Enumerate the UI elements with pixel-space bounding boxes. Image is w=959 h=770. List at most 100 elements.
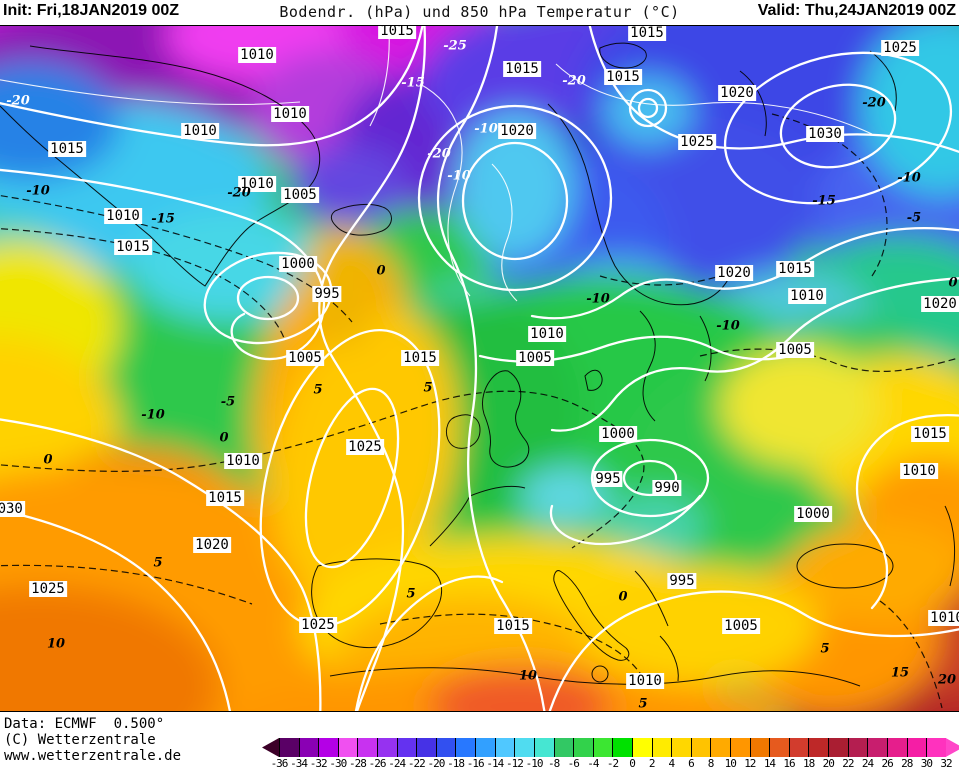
colorbar-segment — [475, 738, 495, 757]
pressure-label: 1010 — [528, 326, 566, 342]
pressure-label: 1005 — [516, 350, 554, 366]
pressure-label: 1015 — [503, 61, 541, 77]
colorbar-tick: 22 — [842, 757, 854, 770]
colorbar-tick: 12 — [744, 757, 756, 770]
pressure-label: 1020 — [718, 85, 756, 101]
pressure-label: 1010 — [928, 610, 959, 626]
colorbar-tick: -32 — [309, 757, 328, 770]
pressure-label: 1015 — [911, 426, 949, 442]
temperature-label: -15 — [151, 211, 175, 227]
colorbar-segment — [690, 738, 711, 757]
map-labels-layer: 1015 1010 1015 1015 1015 1020 1025 1020 1025 1030… — [0, 25, 959, 712]
colorbar-right-arrow — [945, 738, 959, 757]
colorbar-tick: -10 — [525, 757, 544, 770]
temperature-label: 0 — [219, 430, 229, 446]
pressure-label: 1030 — [0, 501, 25, 517]
pressure-label: 1015 — [378, 25, 416, 39]
data-source-label: Data: ECMWF 0.500° — [4, 716, 165, 732]
pressure-label: 1020 — [715, 265, 753, 281]
temperature-label: 20 — [937, 672, 957, 688]
pressure-label: 1000 — [599, 426, 637, 442]
temperature-label: 10 — [46, 636, 66, 652]
pressure-label: 1010 — [181, 123, 219, 139]
colorbar-segment — [533, 738, 554, 757]
coastlines — [0, 42, 956, 687]
isobars — [0, 26, 959, 711]
pressure-label: 995 — [593, 471, 623, 487]
colorbar-tick: 30 — [920, 757, 933, 770]
colorbar-segment — [337, 738, 358, 757]
colorbar-segment — [710, 738, 731, 757]
pressure-label: 1010 — [238, 47, 276, 63]
temperature-label: 5 — [153, 555, 163, 571]
colorbar-segment — [730, 738, 750, 757]
colorbar-tick: 20 — [822, 757, 835, 770]
colorbar-segment — [318, 738, 338, 757]
credits-block: Data: ECMWF 0.500° (C) Wetterzentrale ww… — [4, 716, 181, 764]
temperature-label: -25 — [443, 38, 467, 54]
temperature-label: -10 — [897, 170, 921, 186]
pressure-label: 1020 — [498, 123, 536, 139]
pressure-label: 1015 — [776, 261, 814, 277]
pressure-label: 1000 — [279, 256, 317, 272]
temperature-label: 15 — [890, 665, 910, 681]
pressure-label: 1010 — [626, 673, 664, 689]
colorbar-segment — [573, 738, 593, 757]
colorbar-segment — [867, 738, 887, 757]
valid-time-label: Valid: Thu,24JAN2019 00Z — [757, 2, 956, 19]
colorbar-tick: 14 — [763, 757, 776, 770]
footer-bar: Data: ECMWF 0.500° (C) Wetterzentrale ww… — [0, 712, 959, 770]
temperature-label: 5 — [423, 380, 433, 396]
temperature-label: 0 — [376, 263, 386, 279]
colorbar-segment — [396, 738, 417, 757]
colorbar-segment — [886, 738, 907, 757]
colorbar-segment — [592, 738, 613, 757]
pressure-label: 1010 — [788, 288, 826, 304]
temperature-label: 5 — [638, 696, 648, 712]
colorbar-segments — [262, 738, 959, 757]
colorbar-segment — [298, 738, 319, 757]
colorbar-tick: -24 — [388, 757, 406, 770]
pressure-label: 1015 — [494, 618, 532, 634]
temperature-label: 5 — [820, 641, 830, 657]
pressure-label: 1015 — [604, 69, 642, 85]
pressure-label: 1005 — [776, 342, 814, 358]
colorbar-tick: 2 — [648, 757, 656, 770]
colorbar-segment — [808, 738, 829, 757]
colorbar-tick: 28 — [901, 757, 913, 770]
temperature-label: -20 — [562, 73, 586, 89]
header-bar: Init: Fri,18JAN2019 00Z Bodendr. (hPa) u… — [0, 0, 959, 25]
colorbar-tick: -34 — [290, 757, 308, 770]
pressure-label: 1025 — [881, 40, 919, 56]
colorbar-segment — [612, 738, 632, 757]
colorbar-tick: -12 — [505, 757, 524, 770]
pressure-label: 1010 — [104, 208, 142, 224]
colorbar-segment — [357, 738, 378, 757]
colorbar-segment — [769, 738, 789, 757]
colorbar-tick: -26 — [368, 757, 387, 770]
colorbar-left-arrow — [262, 738, 279, 757]
colorbar-tick: -16 — [466, 757, 485, 770]
colorbar-segment — [651, 738, 672, 757]
pressure-label: 1005 — [286, 350, 324, 366]
colorbar-tick: -18 — [447, 757, 465, 770]
colorbar-tick: -2 — [606, 757, 619, 770]
colorbar-segment — [671, 738, 691, 757]
temperature-label: -5 — [906, 210, 922, 226]
colorbar-tick: -36 — [270, 757, 289, 770]
temperature-label: -20 — [427, 146, 451, 162]
colorbar-tick: -6 — [567, 757, 580, 770]
pressure-label: 1030 — [806, 126, 844, 142]
pressure-label: 1020 — [193, 537, 231, 553]
colorbar-tick: 18 — [803, 757, 815, 770]
pressure-label: 1010 — [900, 463, 938, 479]
pressure-label: 1010 — [271, 106, 309, 122]
colorbar-tick: 8 — [707, 757, 715, 770]
pressure-label: 1015 — [206, 490, 244, 506]
pressure-label: 1025 — [29, 581, 67, 597]
temperature-label: -20 — [6, 93, 30, 109]
pressure-label: 1020 — [921, 296, 959, 312]
colorbar-segment — [906, 738, 927, 757]
pressure-label: 1000 — [794, 506, 832, 522]
